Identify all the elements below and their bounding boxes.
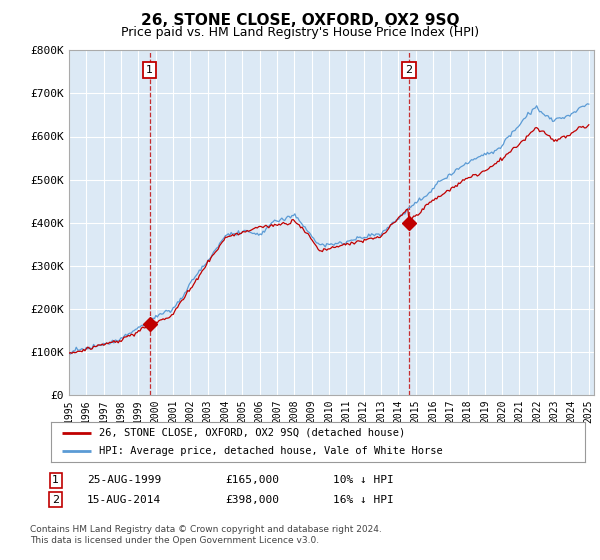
Text: HPI: Average price, detached house, Vale of White Horse: HPI: Average price, detached house, Vale… [99, 446, 443, 456]
Text: £165,000: £165,000 [225, 475, 279, 486]
Text: 26, STONE CLOSE, OXFORD, OX2 9SQ: 26, STONE CLOSE, OXFORD, OX2 9SQ [141, 13, 459, 29]
Text: 10% ↓ HPI: 10% ↓ HPI [333, 475, 394, 486]
Text: 2: 2 [52, 494, 59, 505]
Text: 2: 2 [406, 65, 413, 75]
Text: 25-AUG-1999: 25-AUG-1999 [87, 475, 161, 486]
Text: Contains HM Land Registry data © Crown copyright and database right 2024.
This d: Contains HM Land Registry data © Crown c… [30, 525, 382, 545]
Text: £398,000: £398,000 [225, 494, 279, 505]
Text: 26, STONE CLOSE, OXFORD, OX2 9SQ (detached house): 26, STONE CLOSE, OXFORD, OX2 9SQ (detach… [99, 428, 406, 438]
Text: 1: 1 [146, 65, 153, 75]
Text: 15-AUG-2014: 15-AUG-2014 [87, 494, 161, 505]
Text: Price paid vs. HM Land Registry's House Price Index (HPI): Price paid vs. HM Land Registry's House … [121, 26, 479, 39]
Text: 1: 1 [52, 475, 59, 486]
Text: 16% ↓ HPI: 16% ↓ HPI [333, 494, 394, 505]
